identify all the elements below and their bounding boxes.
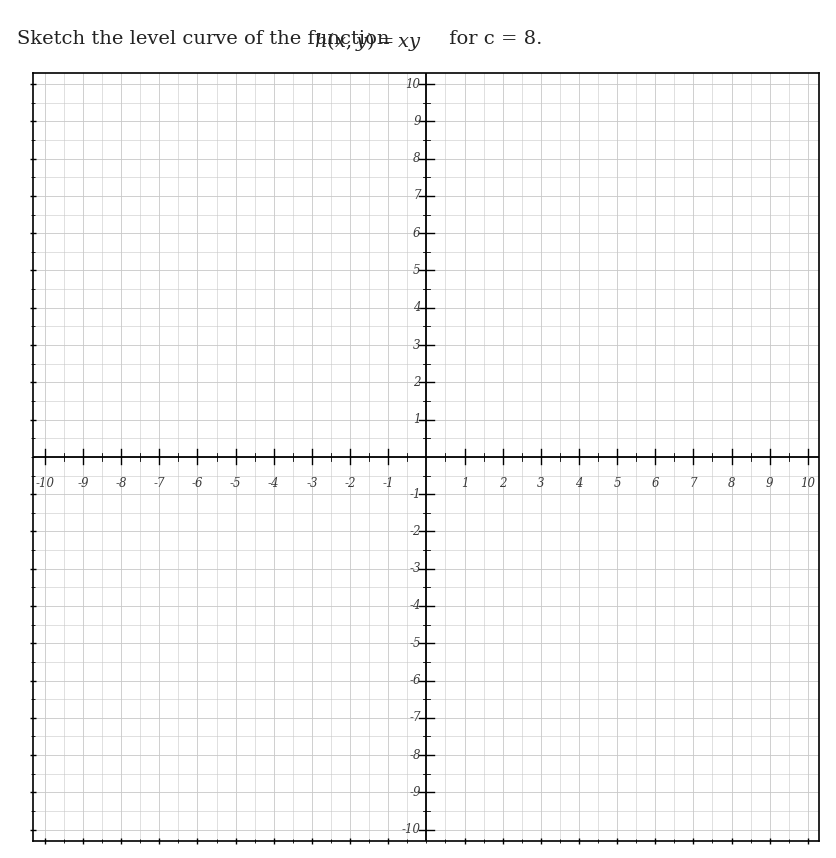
Text: -4: -4 bbox=[268, 477, 279, 491]
Text: 2: 2 bbox=[499, 477, 507, 491]
Text: 10: 10 bbox=[800, 477, 815, 491]
Text: 6: 6 bbox=[413, 227, 421, 239]
Text: 7: 7 bbox=[690, 477, 697, 491]
Text: -2: -2 bbox=[409, 525, 421, 538]
Text: -9: -9 bbox=[77, 477, 89, 491]
Text: 5: 5 bbox=[413, 264, 421, 277]
Text: for c = 8.: for c = 8. bbox=[443, 30, 543, 48]
Text: $h(x, y) = xy$: $h(x, y) = xy$ bbox=[314, 30, 421, 53]
Text: -1: -1 bbox=[382, 477, 394, 491]
Text: 3: 3 bbox=[537, 477, 544, 491]
Text: 2: 2 bbox=[413, 376, 421, 389]
Text: 5: 5 bbox=[614, 477, 621, 491]
Text: -10: -10 bbox=[401, 823, 421, 837]
Text: -5: -5 bbox=[409, 637, 421, 650]
Text: -7: -7 bbox=[409, 711, 421, 724]
Text: -8: -8 bbox=[115, 477, 127, 491]
Text: -3: -3 bbox=[409, 562, 421, 575]
Text: 6: 6 bbox=[651, 477, 659, 491]
Text: 4: 4 bbox=[575, 477, 583, 491]
Text: 1: 1 bbox=[461, 477, 468, 491]
Text: -1: -1 bbox=[409, 487, 421, 501]
Text: -5: -5 bbox=[230, 477, 242, 491]
Text: -2: -2 bbox=[344, 477, 356, 491]
Text: -4: -4 bbox=[409, 600, 421, 613]
Text: -10: -10 bbox=[35, 477, 54, 491]
Text: 8: 8 bbox=[413, 152, 421, 166]
Text: 1: 1 bbox=[413, 413, 421, 426]
Text: -6: -6 bbox=[191, 477, 203, 491]
Text: 9: 9 bbox=[766, 477, 773, 491]
Text: -7: -7 bbox=[154, 477, 165, 491]
Text: -8: -8 bbox=[409, 748, 421, 762]
Text: -3: -3 bbox=[306, 477, 318, 491]
Text: Sketch the level curve of the function: Sketch the level curve of the function bbox=[17, 30, 395, 48]
Text: 8: 8 bbox=[728, 477, 736, 491]
Text: -9: -9 bbox=[409, 786, 421, 799]
Text: 9: 9 bbox=[413, 115, 421, 128]
Text: 3: 3 bbox=[413, 339, 421, 352]
Text: 7: 7 bbox=[413, 190, 421, 202]
Text: 4: 4 bbox=[413, 301, 421, 314]
Text: -6: -6 bbox=[409, 674, 421, 687]
Text: 10: 10 bbox=[405, 77, 421, 91]
